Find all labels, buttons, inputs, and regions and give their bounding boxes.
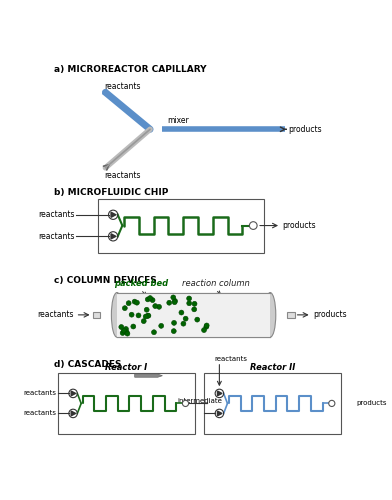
Circle shape — [187, 301, 192, 306]
Bar — [117, 292, 270, 337]
Text: reactants: reactants — [23, 410, 56, 416]
Bar — [93, 312, 100, 318]
Circle shape — [134, 300, 140, 305]
Circle shape — [329, 400, 335, 406]
Text: packed bed: packed bed — [114, 279, 168, 288]
Circle shape — [131, 324, 136, 329]
Text: reactants: reactants — [38, 232, 74, 241]
Circle shape — [141, 318, 146, 324]
Text: products: products — [356, 400, 387, 406]
Text: reactants: reactants — [104, 82, 140, 91]
Circle shape — [145, 314, 150, 318]
Polygon shape — [135, 374, 162, 377]
Circle shape — [167, 300, 172, 305]
Text: intermediate: intermediate — [177, 398, 222, 404]
Circle shape — [136, 313, 141, 318]
Circle shape — [148, 296, 152, 300]
Circle shape — [129, 312, 134, 317]
Polygon shape — [111, 212, 116, 218]
Text: reactants: reactants — [38, 310, 74, 320]
Polygon shape — [71, 411, 76, 416]
Circle shape — [192, 302, 197, 306]
Text: products: products — [283, 221, 316, 230]
Circle shape — [153, 304, 158, 308]
Circle shape — [195, 317, 200, 322]
Circle shape — [172, 300, 177, 304]
Circle shape — [123, 326, 129, 332]
Circle shape — [157, 304, 162, 310]
Circle shape — [171, 295, 176, 300]
Bar — [117, 292, 270, 337]
Text: reactants: reactants — [214, 356, 247, 362]
Ellipse shape — [111, 292, 123, 337]
Circle shape — [146, 313, 151, 318]
Text: Reactor II: Reactor II — [250, 363, 295, 372]
Text: Reactor I: Reactor I — [105, 363, 147, 372]
Circle shape — [152, 330, 156, 334]
Circle shape — [171, 328, 176, 334]
Circle shape — [181, 321, 186, 326]
Circle shape — [144, 308, 149, 312]
Circle shape — [145, 297, 150, 302]
Polygon shape — [218, 411, 222, 416]
Circle shape — [187, 296, 192, 301]
Circle shape — [172, 320, 176, 326]
Bar — [58, 372, 195, 434]
Bar — [98, 198, 264, 252]
Circle shape — [132, 299, 137, 304]
Circle shape — [126, 300, 131, 306]
Text: c) COLUMN DEVICES: c) COLUMN DEVICES — [54, 276, 156, 285]
Circle shape — [172, 298, 178, 304]
Circle shape — [179, 310, 184, 315]
Polygon shape — [218, 391, 222, 396]
Circle shape — [124, 330, 129, 334]
Circle shape — [204, 324, 209, 329]
Text: mixer: mixer — [167, 116, 189, 124]
Text: products: products — [289, 125, 322, 134]
Circle shape — [192, 307, 197, 312]
Circle shape — [249, 222, 257, 230]
Bar — [287, 312, 295, 318]
Circle shape — [120, 330, 125, 336]
Circle shape — [122, 306, 127, 310]
Circle shape — [125, 331, 130, 336]
Text: b) MICROFLUIDIC CHIP: b) MICROFLUIDIC CHIP — [54, 188, 168, 197]
Text: reactants: reactants — [23, 390, 56, 396]
Circle shape — [119, 324, 124, 330]
Text: a) MICROREACTOR CAPILLARY: a) MICROREACTOR CAPILLARY — [54, 64, 206, 74]
Bar — [204, 372, 341, 434]
Text: reaction column: reaction column — [181, 279, 249, 288]
Text: reactants: reactants — [104, 171, 140, 180]
Polygon shape — [111, 234, 116, 239]
Circle shape — [143, 314, 148, 319]
Circle shape — [183, 316, 188, 321]
Ellipse shape — [265, 292, 276, 337]
Polygon shape — [71, 391, 76, 396]
Circle shape — [159, 324, 164, 328]
Circle shape — [122, 328, 126, 333]
Text: d) CASCADES: d) CASCADES — [54, 360, 122, 368]
Text: reactants: reactants — [38, 210, 74, 220]
Circle shape — [150, 298, 155, 302]
Text: products: products — [313, 310, 347, 320]
Circle shape — [204, 323, 209, 328]
Circle shape — [201, 328, 207, 332]
Circle shape — [182, 400, 189, 406]
